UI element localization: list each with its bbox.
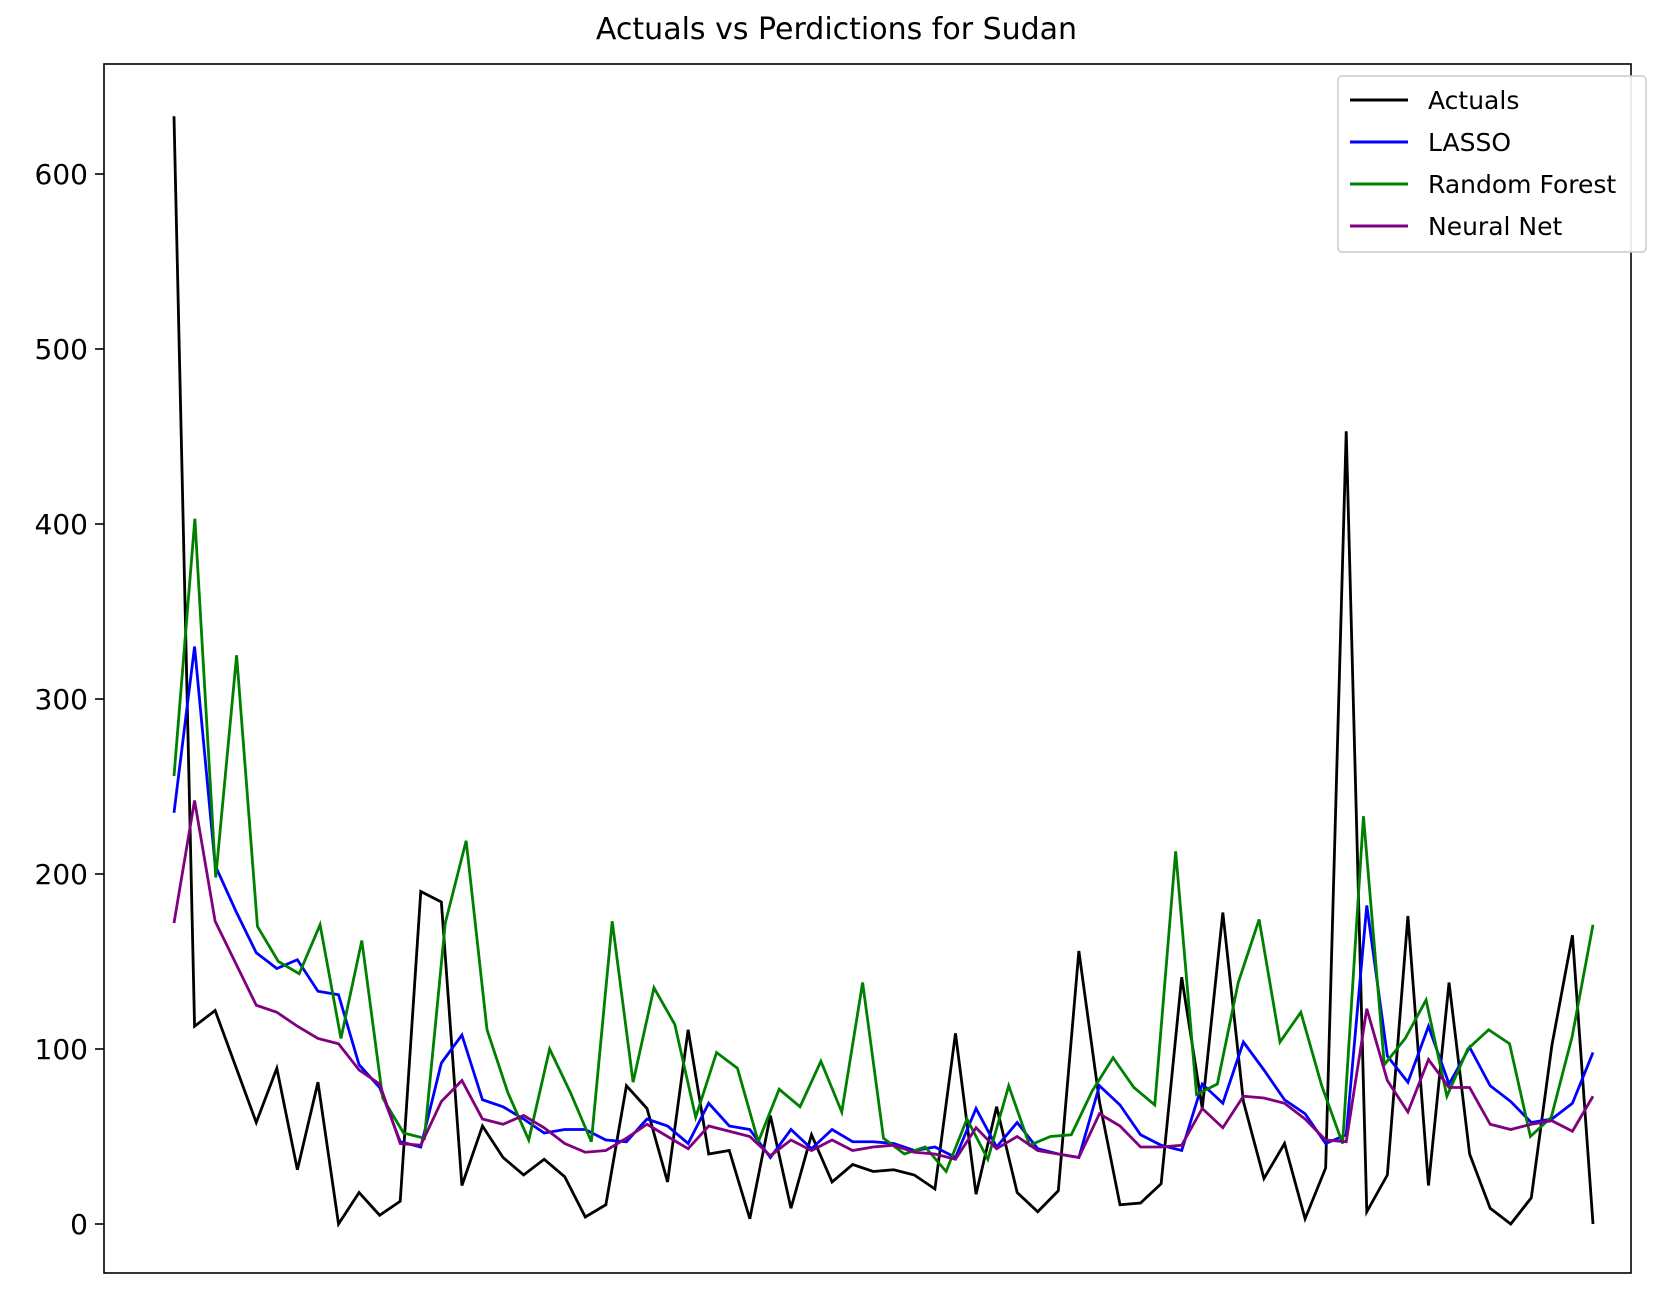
series-line-random-forest	[172, 518, 1595, 1175]
y-tick-label: 200	[35, 858, 88, 891]
series-layer	[172, 116, 1595, 1228]
y-tick-label: 0	[70, 1208, 88, 1241]
legend-label: Actuals	[1428, 86, 1519, 115]
series-line-neural-net	[172, 800, 1595, 1161]
legend-label: Neural Net	[1428, 212, 1562, 241]
y-tick-label: 400	[35, 508, 88, 541]
y-tick-label: 500	[35, 333, 88, 366]
y-tick-label: 300	[35, 683, 88, 716]
series-line-actuals	[172, 116, 1595, 1228]
legend-label: Random Forest	[1428, 170, 1616, 199]
y-axis: 0 100 200 300 400 500 600	[35, 158, 104, 1241]
legend[interactable]: Actuals LASSO Random Forest Neural Net	[1337, 75, 1647, 253]
y-tick-label: 600	[35, 158, 88, 191]
plot-frame	[103, 63, 1632, 1274]
chart-title: Actuals vs Perdictions for Sudan	[595, 12, 1078, 47]
series-line-lasso	[172, 646, 1595, 1160]
legend-box	[1337, 75, 1647, 253]
y-tick-label: 100	[35, 1033, 88, 1066]
legend-label: LASSO	[1428, 128, 1511, 157]
